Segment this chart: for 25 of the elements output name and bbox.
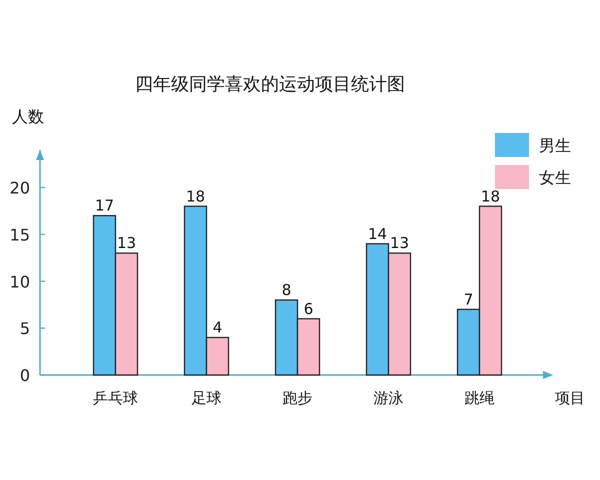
y-tick-label: 10: [10, 272, 30, 292]
y-tick-label: 20: [10, 178, 30, 198]
data-label: 6: [304, 300, 314, 318]
data-label: 7: [464, 290, 474, 308]
y-tick-label: 0: [20, 366, 30, 385]
legend-label: 女生: [539, 168, 571, 187]
data-label: 18: [186, 187, 206, 206]
data-label: 17: [94, 196, 114, 215]
y-tick-label: 5: [20, 319, 30, 338]
data-label: 14: [368, 224, 388, 243]
data-label: 4: [212, 318, 222, 336]
x-tick-label: 跑步: [282, 389, 312, 407]
x-tick-label: 游泳: [374, 389, 404, 407]
x-tick-label: 乒乓球: [93, 389, 138, 407]
legend-label: 男生: [539, 136, 571, 155]
x-tick-label: 跳绳: [464, 389, 494, 407]
chart-title: 四年级同学喜欢的运动项目统计图: [135, 74, 405, 95]
x-tick-label: 足球: [192, 389, 222, 407]
y-axis-title: 人数: [12, 107, 44, 126]
data-label: 13: [390, 234, 410, 252]
data-label: 8: [282, 281, 292, 299]
y-tick-label: 15: [10, 225, 30, 244]
data-label: 13: [116, 234, 136, 252]
data-label: 18: [480, 187, 500, 206]
x-axis-title: 项目: [555, 389, 585, 407]
